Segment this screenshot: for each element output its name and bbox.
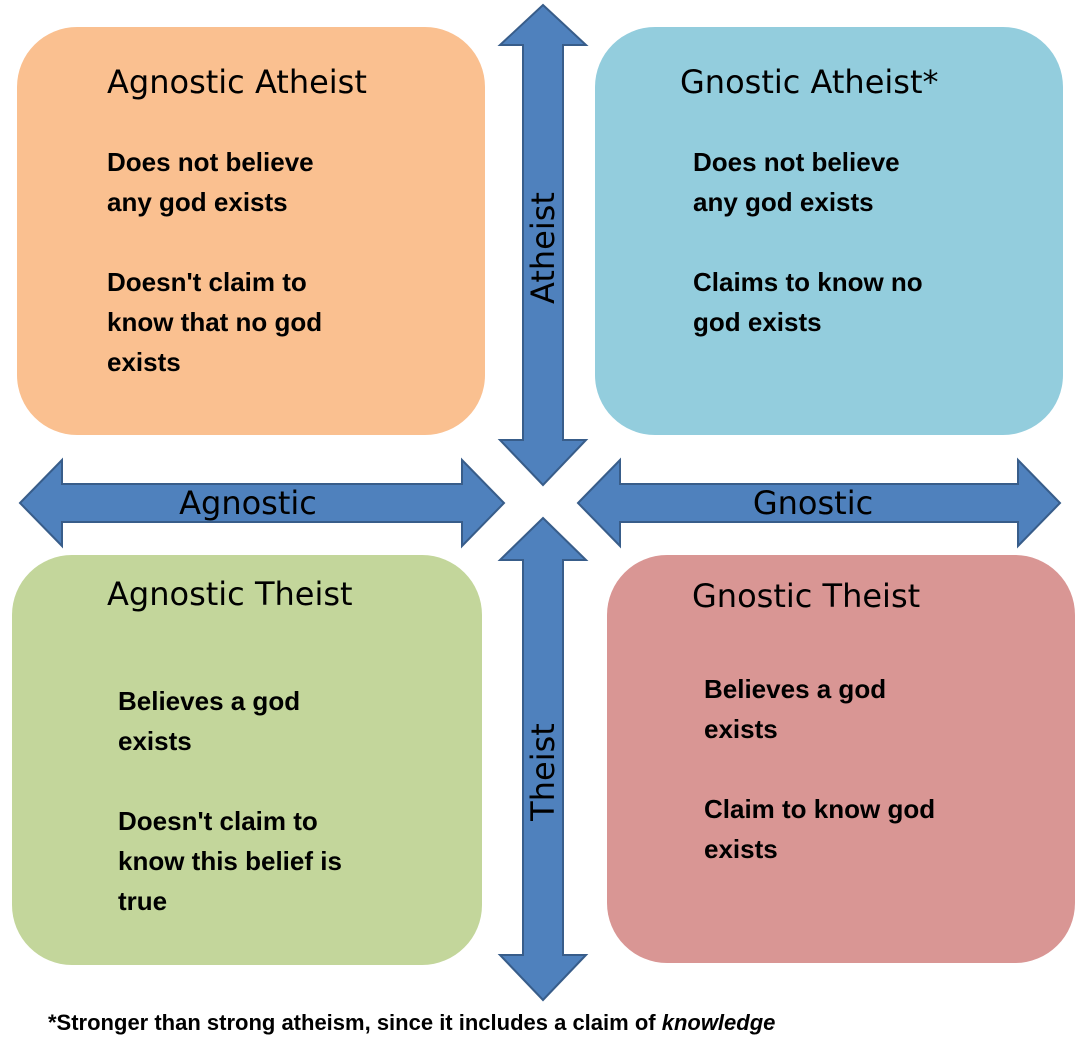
axis-label-gnostic: Gnostic: [753, 484, 873, 522]
quadrant-knowledge-text: Doesn't claim to know this belief is tru…: [118, 806, 342, 916]
quadrant-title: Agnostic Theist: [107, 575, 353, 613]
arrow-right-gnostic: [576, 457, 1062, 549]
quadrant-knowledge-text: Doesn't claim to know that no god exists: [107, 267, 323, 377]
footnote: *Stronger than strong atheism, since it …: [48, 1010, 775, 1036]
footnote-text: *Stronger than strong atheism, since it …: [48, 1010, 662, 1035]
quadrant-title: Gnostic Theist: [692, 577, 921, 615]
quadrant-gnostic-theist: Gnostic Theist Believes a god exists Cla…: [607, 555, 1075, 963]
axis-label-theist: Theist: [524, 723, 562, 822]
arrow-down-theist: [497, 516, 589, 1002]
quadrant-knowledge-text: Claim to know god exists: [704, 794, 936, 864]
arrow-up-atheist: [497, 3, 589, 487]
quadrant-knowledge-text: Claims to know no god exists: [693, 267, 923, 337]
quadrant-belief-text: Believes a god exists: [704, 674, 887, 744]
arrow-left-agnostic: [18, 457, 506, 549]
quadrant-agnostic-atheist: Agnostic Atheist Does not believe any go…: [17, 27, 485, 435]
footnote-emphasis: knowledge: [661, 1010, 776, 1035]
axis-label-agnostic: Agnostic: [179, 484, 317, 522]
quadrant-title: Gnostic Atheist*: [680, 63, 939, 101]
quadrant-belief-text: Believes a god exists: [118, 686, 301, 756]
axis-label-atheist: Atheist: [524, 192, 562, 304]
quadrant-gnostic-atheist: Gnostic Atheist* Does not believe any go…: [595, 27, 1063, 435]
quadrant-title: Agnostic Atheist: [107, 63, 367, 101]
quadrant-belief-text: Does not believe any god exists: [107, 147, 314, 217]
quadrant-belief-text: Does not believe any god exists: [693, 147, 900, 217]
quadrant-agnostic-theist: Agnostic Theist Believes a god exists Do…: [12, 555, 482, 965]
